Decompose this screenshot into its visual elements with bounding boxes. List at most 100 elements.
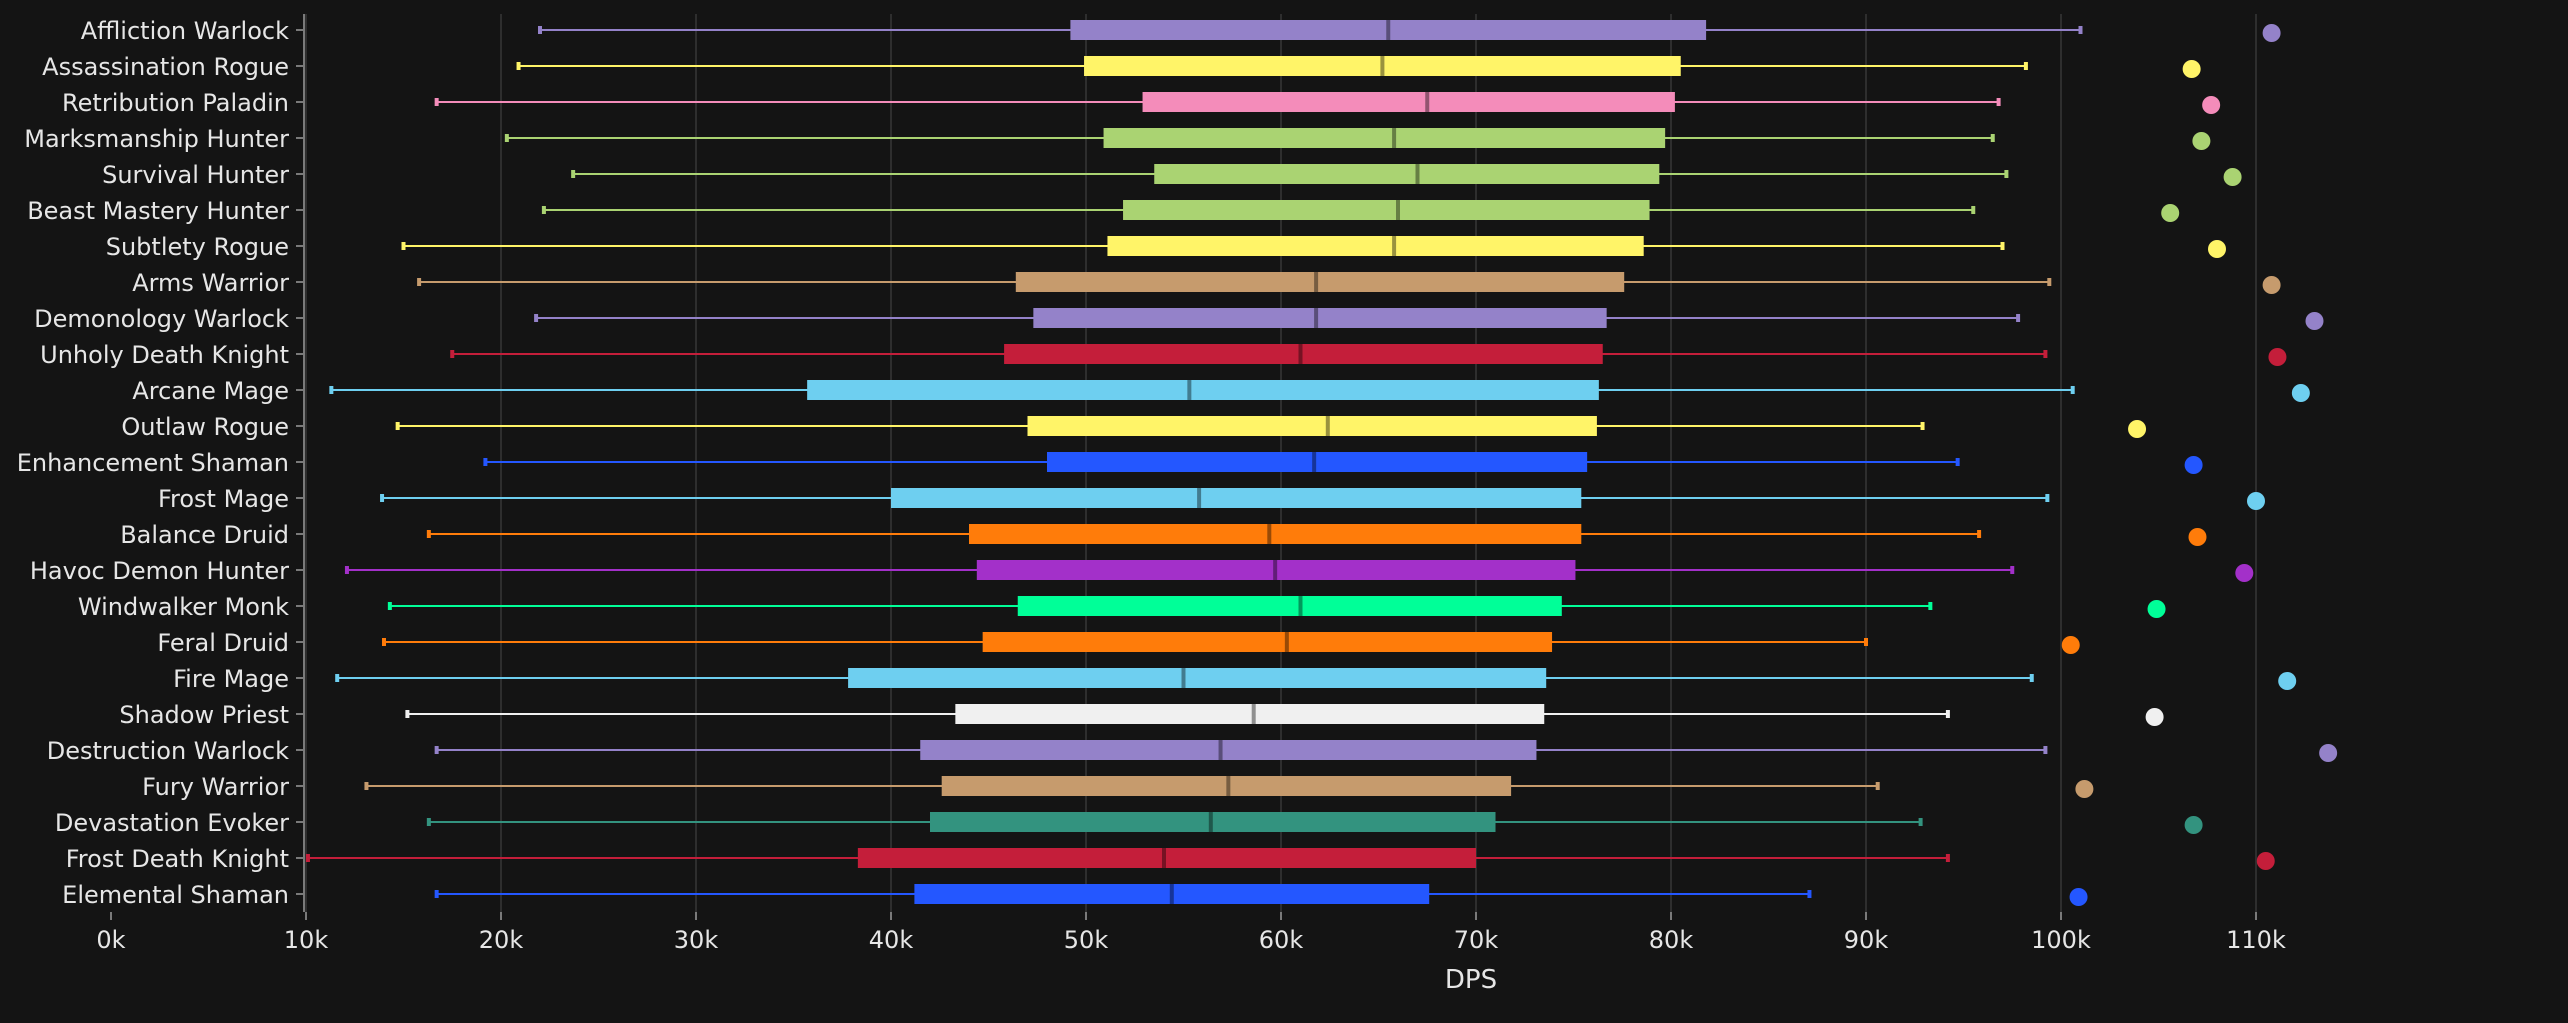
max-point-dot (2069, 888, 2088, 906)
max-point-dot (2147, 600, 2166, 618)
category-label: Unholy Death Knight (40, 341, 289, 369)
box-group (516, 56, 2201, 78)
box-group (534, 308, 2324, 330)
box-iqr (1033, 308, 1607, 328)
category-label: Destruction Warlock (47, 737, 289, 765)
max-point-dot (2305, 312, 2324, 330)
box-group (483, 452, 2203, 474)
category-label: Beast Mastery Hunter (27, 197, 289, 225)
max-point-dot (2319, 744, 2338, 762)
category-label: Marksmanship Hunter (24, 125, 289, 153)
max-point-dot (2262, 24, 2281, 42)
category-label: Shadow Priest (119, 701, 289, 729)
x-tick-label: 40k (869, 926, 914, 954)
box-iqr (920, 740, 1537, 760)
box-iqr (1015, 272, 1625, 292)
box-group (305, 848, 2275, 870)
box-iqr (1017, 596, 1562, 616)
box-iqr (807, 380, 1599, 400)
box-iqr (1103, 128, 1666, 148)
box-iqr (1154, 164, 1660, 184)
max-point-dot (2061, 636, 2080, 654)
box-group (541, 200, 2180, 222)
category-label: Enhancement Shaman (17, 449, 289, 477)
max-point-dot (2278, 672, 2297, 690)
box-group (405, 704, 2164, 726)
max-point-dot (2256, 852, 2275, 870)
max-point-dot (2161, 204, 2180, 222)
x-tick-label: 50k (1064, 926, 1109, 954)
box-series (305, 20, 2338, 906)
category-label: Havoc Demon Hunter (30, 557, 289, 585)
box-group (382, 632, 2080, 654)
category-label: Elemental Shaman (62, 881, 289, 909)
x-axis-title: DPS (1445, 965, 1497, 995)
category-label: Affliction Warlock (81, 17, 289, 45)
box-group (335, 668, 2297, 690)
box-iqr (969, 524, 1582, 544)
category-label: Arms Warrior (132, 269, 289, 297)
box-group (395, 416, 2147, 438)
category-label: Survival Hunter (102, 161, 289, 189)
category-label: Fury Warrior (142, 773, 289, 801)
category-label: Frost Mage (158, 485, 289, 513)
x-tick-label: 60k (1259, 926, 1304, 954)
category-label: Windwalker Monk (78, 593, 289, 621)
x-axis-ticks: 0k 10k 20k 30k 40k 50k 60k 70k 80k 90k 100k 110k (96, 912, 2286, 954)
category-label: Assassination Rogue (42, 53, 289, 81)
box-group (434, 740, 2338, 762)
max-point-dot (2235, 564, 2254, 582)
x-tick-label: 100k (2031, 926, 2091, 954)
max-point-dot (2184, 816, 2203, 834)
category-label: Subtlety Rogue (106, 233, 289, 261)
max-point-dot (2182, 60, 2201, 78)
max-point-dot (2202, 96, 2221, 114)
box-group (364, 776, 2094, 798)
x-tick-label: 0k (96, 926, 125, 954)
max-point-dot (2262, 276, 2281, 294)
max-point-dot (2268, 348, 2287, 366)
box-group (380, 488, 2265, 510)
x-tick-label: 20k (479, 926, 524, 954)
box-iqr (857, 848, 1476, 868)
category-label: Frost Death Knight (66, 845, 289, 873)
box-iqr (848, 668, 1547, 688)
max-point-dot (2075, 780, 2094, 798)
box-group (417, 272, 2281, 294)
category-label: Demonology Warlock (34, 305, 289, 333)
category-label: Retribution Paladin (62, 89, 289, 117)
box-group (426, 524, 2207, 546)
box-group (401, 236, 2226, 258)
max-point-dot (2291, 384, 2310, 402)
box-group (571, 164, 2242, 186)
x-tick-label: 30k (674, 926, 719, 954)
category-label: Outlaw Rogue (121, 413, 289, 441)
box-iqr (955, 704, 1545, 724)
category-label: Devastation Evoker (55, 809, 289, 837)
x-tick-label: 10k (284, 926, 329, 954)
max-point-dot (2128, 420, 2147, 438)
max-point-dot (2223, 168, 2242, 186)
max-point-dot (2247, 492, 2265, 510)
box-iqr (1142, 92, 1675, 112)
max-point-dot (2145, 708, 2164, 726)
category-label: Fire Mage (173, 665, 289, 693)
box-iqr (1047, 452, 1588, 472)
box-iqr (1107, 236, 1644, 256)
category-label: Balance Druid (120, 521, 289, 549)
x-tick-label: 110k (2226, 926, 2286, 954)
box-group (450, 344, 2287, 366)
max-point-dot (2188, 528, 2207, 546)
box-group (329, 380, 2310, 402)
box-group (434, 884, 2088, 906)
max-point-dot (2184, 456, 2203, 474)
box-iqr (1123, 200, 1650, 220)
box-group (387, 596, 2166, 618)
x-tick-label: 90k (1844, 926, 1889, 954)
x-tick-label: 80k (1649, 926, 1694, 954)
box-iqr (1004, 344, 1603, 364)
box-group (538, 20, 2281, 42)
box-group (426, 812, 2203, 834)
